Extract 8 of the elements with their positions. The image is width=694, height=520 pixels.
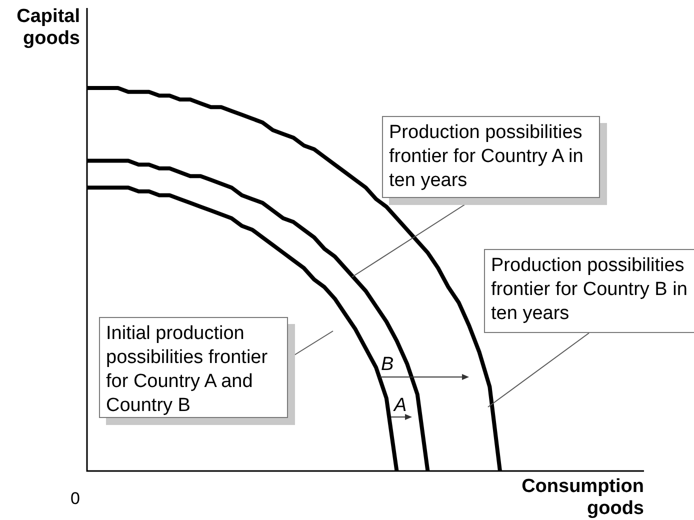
annotation: Production possibilities frontier for Country A in ten years: [382, 116, 600, 198]
x-axis-title: Consumption goods: [520, 476, 644, 520]
annotation: A: [394, 395, 407, 416]
annotation: Initial production possibilities frontier for Country A and Country B: [99, 317, 288, 418]
y-axis-title: Capital goods: [16, 6, 80, 50]
annotation: Production possibilities frontier for Country B in ten years: [484, 249, 694, 333]
annotation: B: [381, 354, 394, 375]
text: 0: [70, 488, 80, 510]
